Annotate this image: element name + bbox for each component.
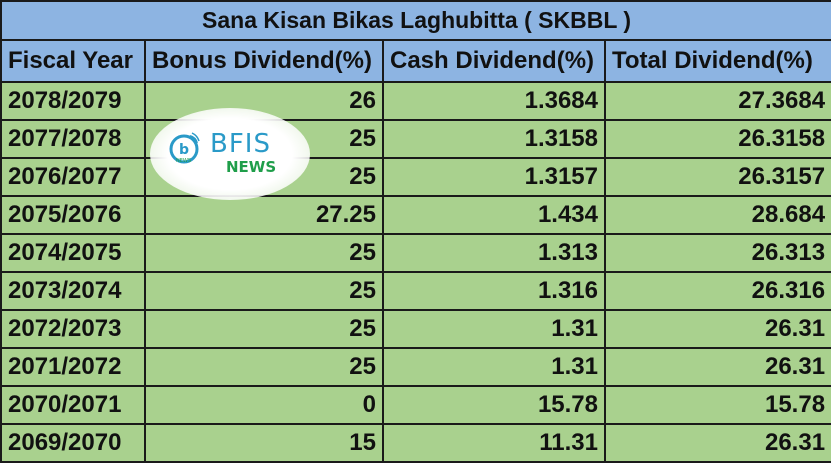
title-row: Sana Kisan Bikas Laghubitta ( SKBBL ) bbox=[0, 0, 831, 41]
cash-cell: 1.31 bbox=[382, 347, 606, 387]
cash-cell: 1.3158 bbox=[382, 119, 606, 159]
table-row: 2078/2079 26 1.3684 27.3684 bbox=[0, 81, 831, 121]
fiscal-year-cell: 2078/2079 bbox=[0, 81, 146, 121]
cash-cell: 1.434 bbox=[382, 195, 606, 235]
table-title: Sana Kisan Bikas Laghubitta ( SKBBL ) bbox=[0, 0, 831, 41]
table-row: 2073/2074 25 1.316 26.316 bbox=[0, 271, 831, 311]
bonus-cell: 27.25 bbox=[144, 195, 384, 235]
fiscal-year-cell: 2077/2078 bbox=[0, 119, 146, 159]
table-row: 2074/2075 25 1.313 26.313 bbox=[0, 233, 831, 273]
cash-cell: 15.78 bbox=[382, 385, 606, 425]
total-cell: 26.313 bbox=[603, 233, 831, 273]
total-cell: 26.31 bbox=[603, 423, 831, 463]
bonus-cell: 25 bbox=[144, 347, 384, 387]
bonus-cell: 25 bbox=[144, 271, 384, 311]
table-row: 2075/2076 27.25 1.434 28.684 bbox=[0, 195, 831, 235]
total-cell: 26.3157 bbox=[603, 157, 831, 197]
total-cell: 28.684 bbox=[603, 195, 831, 235]
total-cell: 26.316 bbox=[603, 271, 831, 311]
table-row: 2076/2077 25 1.3157 26.3157 bbox=[0, 157, 831, 197]
bonus-cell: 25 bbox=[144, 119, 384, 159]
bonus-cell: 25 bbox=[144, 309, 384, 349]
cash-cell: 1.313 bbox=[382, 233, 606, 273]
cash-cell: 1.31 bbox=[382, 309, 606, 349]
total-cell: 27.3684 bbox=[603, 81, 831, 121]
header-bonus-dividend: Bonus Dividend(%) bbox=[144, 39, 384, 83]
fiscal-year-cell: 2076/2077 bbox=[0, 157, 146, 197]
fiscal-year-cell: 2073/2074 bbox=[0, 271, 146, 311]
cash-cell: 11.31 bbox=[382, 423, 606, 463]
bonus-cell: 15 bbox=[144, 423, 384, 463]
fiscal-year-cell: 2074/2075 bbox=[0, 233, 146, 273]
table-row: 2071/2072 25 1.31 26.31 bbox=[0, 347, 831, 387]
fiscal-year-cell: 2070/2071 bbox=[0, 385, 146, 425]
header-cash-dividend: Cash Dividend(%) bbox=[382, 39, 606, 83]
bonus-cell: 0 bbox=[144, 385, 384, 425]
table-row: 2069/2070 15 11.31 26.31 bbox=[0, 423, 831, 463]
fiscal-year-cell: 2075/2076 bbox=[0, 195, 146, 235]
table-row: 2070/2071 0 15.78 15.78 bbox=[0, 385, 831, 425]
total-cell: 26.3158 bbox=[603, 119, 831, 159]
cash-cell: 1.316 bbox=[382, 271, 606, 311]
table-row: 2077/2078 25 1.3158 26.3158 bbox=[0, 119, 831, 159]
header-fiscal-year: Fiscal Year bbox=[0, 39, 146, 83]
total-cell: 26.31 bbox=[603, 347, 831, 387]
fiscal-year-cell: 2071/2072 bbox=[0, 347, 146, 387]
bonus-cell: 26 bbox=[144, 81, 384, 121]
header-row: Fiscal Year Bonus Dividend(%) Cash Divid… bbox=[0, 39, 831, 83]
total-cell: 26.31 bbox=[603, 309, 831, 349]
header-total-dividend: Total Dividend(%) bbox=[603, 39, 831, 83]
bonus-cell: 25 bbox=[144, 157, 384, 197]
table-row: 2072/2073 25 1.31 26.31 bbox=[0, 309, 831, 349]
cash-cell: 1.3684 bbox=[382, 81, 606, 121]
bonus-cell: 25 bbox=[144, 233, 384, 273]
fiscal-year-cell: 2069/2070 bbox=[0, 423, 146, 463]
fiscal-year-cell: 2072/2073 bbox=[0, 309, 146, 349]
cash-cell: 1.3157 bbox=[382, 157, 606, 197]
total-cell: 15.78 bbox=[603, 385, 831, 425]
